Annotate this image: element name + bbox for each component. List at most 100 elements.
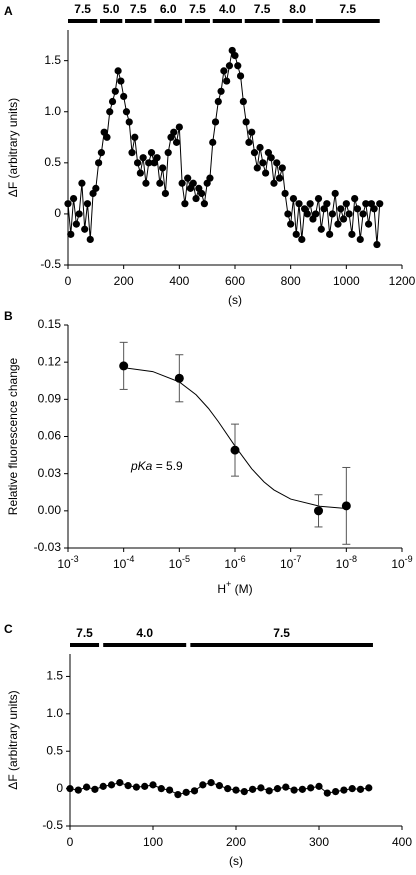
marker — [220, 67, 228, 75]
marker — [117, 77, 125, 85]
marker — [307, 784, 315, 792]
marker — [119, 361, 129, 371]
marker — [292, 230, 300, 238]
marker — [250, 149, 259, 157]
marker — [107, 781, 116, 789]
ph-bar — [244, 19, 280, 23]
ph-bar — [125, 19, 152, 23]
marker — [331, 189, 339, 198]
x-axis-label: H+ (M) — [217, 579, 252, 596]
marker — [339, 215, 348, 223]
marker — [207, 779, 215, 787]
y-tick-label: 1.0 — [46, 706, 63, 720]
marker — [170, 128, 178, 136]
marker — [370, 205, 378, 213]
marker — [206, 174, 214, 182]
marker — [284, 210, 292, 218]
ph-bar — [154, 19, 183, 23]
marker — [161, 189, 170, 198]
x-tick-label: 10-6 — [224, 554, 245, 571]
marker — [315, 782, 323, 790]
y-tick-label: 0.00 — [38, 503, 62, 517]
ph-label: 4.0 — [219, 2, 236, 16]
ph-label: 7.5 — [189, 2, 206, 16]
y-tick-label: 0.5 — [44, 155, 61, 169]
x-tick-label: 600 — [225, 274, 245, 288]
y-tick-label: 0 — [56, 781, 63, 795]
marker — [125, 118, 133, 126]
x-tick-label: 200 — [226, 835, 246, 849]
x-axis-label: (s) — [228, 293, 242, 307]
x-tick-label: 10-9 — [391, 554, 412, 571]
marker — [128, 149, 136, 157]
marker — [75, 210, 83, 218]
marker — [147, 149, 156, 157]
x-tick-label: 300 — [309, 835, 329, 849]
marker — [175, 123, 183, 131]
marker — [133, 159, 142, 167]
marker — [351, 194, 359, 203]
marker — [92, 184, 100, 192]
marker — [209, 138, 217, 146]
ph-bar — [190, 643, 373, 647]
marker — [376, 200, 384, 208]
marker — [359, 210, 367, 218]
x-tick-label: 10-4 — [113, 554, 134, 571]
marker — [157, 785, 165, 793]
x-tick-label: 1200 — [389, 274, 416, 288]
marker — [178, 179, 186, 187]
marker — [190, 787, 199, 795]
marker — [259, 159, 267, 167]
marker — [273, 159, 281, 167]
marker — [345, 210, 353, 218]
x-tick-label: 1000 — [333, 274, 360, 288]
y-axis-label: ΔF (arbitrary units) — [6, 690, 20, 789]
y-axis-label: Relative fluorescence change — [6, 357, 20, 515]
y-tick-label: 0.03 — [38, 466, 62, 480]
marker — [181, 200, 189, 208]
marker — [153, 154, 161, 162]
ph-bar — [100, 19, 123, 23]
marker — [66, 785, 74, 793]
marker — [239, 97, 247, 106]
marker — [273, 785, 282, 793]
marker — [257, 784, 265, 792]
marker — [136, 169, 144, 177]
marker — [166, 786, 174, 794]
marker — [298, 785, 306, 793]
marker — [145, 159, 153, 167]
marker — [332, 788, 340, 796]
marker — [72, 220, 80, 228]
marker — [74, 786, 82, 794]
marker — [328, 210, 337, 218]
marker — [240, 788, 248, 796]
marker — [342, 200, 350, 208]
marker — [141, 782, 149, 790]
ph-label: 8.0 — [289, 2, 306, 16]
marker — [200, 200, 208, 208]
marker — [289, 194, 298, 203]
marker — [99, 782, 107, 790]
marker — [198, 189, 206, 198]
marker — [249, 785, 257, 793]
marker — [159, 164, 167, 172]
marker — [253, 164, 261, 172]
marker — [275, 174, 284, 182]
marker — [164, 149, 172, 157]
marker — [131, 133, 139, 141]
marker — [230, 445, 240, 455]
marker — [242, 118, 250, 126]
marker — [234, 62, 242, 70]
x-tick-label: 10-5 — [169, 554, 190, 571]
marker — [337, 205, 345, 213]
x-tick-label: 400 — [169, 274, 189, 288]
marker — [298, 235, 306, 244]
y-tick-label: 1.5 — [44, 53, 61, 67]
ph-label: 4.0 — [136, 626, 153, 640]
marker — [184, 174, 192, 182]
ph-bar — [184, 19, 210, 23]
ph-bar — [103, 643, 187, 647]
marker — [365, 784, 373, 792]
ph-bar — [70, 643, 100, 647]
x-tick-label: 10-7 — [280, 554, 301, 571]
